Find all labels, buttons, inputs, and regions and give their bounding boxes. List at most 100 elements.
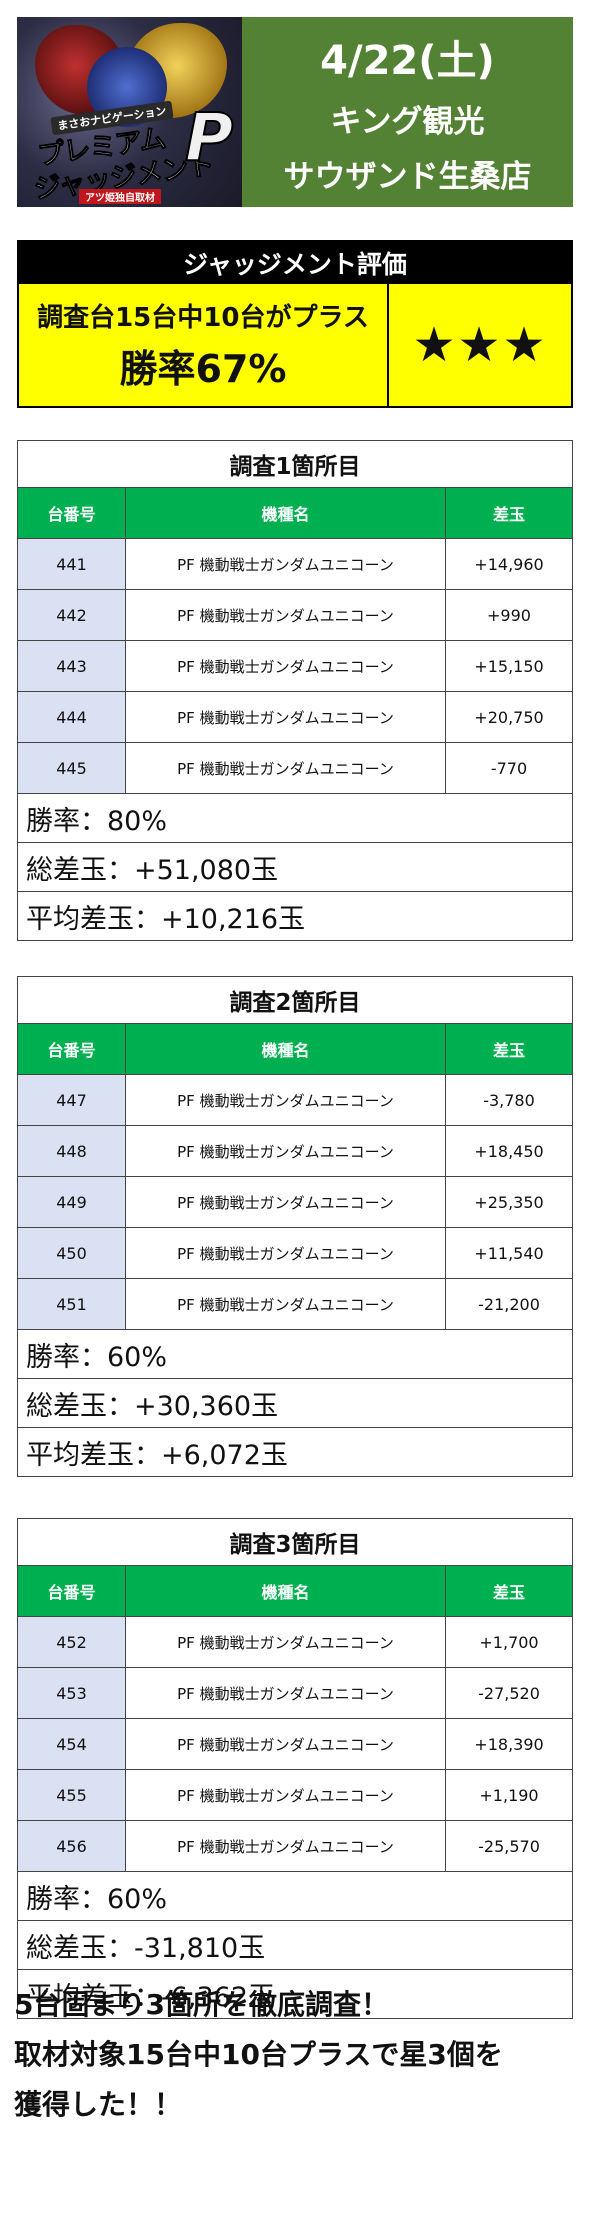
judgement-summary-text: 調査台15台中10台がプラス: [37, 303, 369, 333]
total-diff: 総差玉：-31,810玉: [18, 1921, 572, 1970]
logo-big-letter: P: [184, 98, 234, 177]
survey-title: 調査3箇所目: [18, 1519, 572, 1566]
average-diff: 平均差玉：+6,072玉: [26, 1439, 288, 1471]
survey-title: 調査1箇所目: [18, 441, 572, 488]
table-row: 447 PF 機動戦士ガンダムユニコーン -3,780: [18, 1075, 572, 1126]
diff-cell: +15,150: [474, 656, 544, 676]
premium-judgement-logo: まさおナビゲーション プレミアム ジャッジメント P アツ姫独自取材: [17, 17, 242, 207]
machine-no-cell: 456: [18, 1821, 126, 1871]
logo-tag: アツ姫独自取材: [79, 189, 161, 204]
model-cell: PF 機動戦士ガンダムユニコーン: [126, 1617, 446, 1667]
machine-no-cell: 451: [18, 1279, 126, 1329]
machine-no-cell: 443: [18, 641, 126, 691]
model-cell: PF 機動戦士ガンダムユニコーン: [126, 1177, 446, 1227]
diff-cell: -770: [490, 758, 528, 778]
footer-line1: 5台固まり3箇所を徹底調査！: [14, 1988, 389, 2021]
col-model: 機種名: [126, 1024, 446, 1074]
judgement-panel: ジャッジメント評価 調査台15台中10台がプラス 勝率67% ★★★: [17, 240, 573, 408]
store-name-line2: サウザンド生桑店: [283, 159, 532, 195]
event-date: 4/22(土): [320, 38, 495, 84]
machine-no-cell: 453: [18, 1668, 126, 1718]
diff-cell: -25,570: [478, 1836, 540, 1856]
machine-no-cell: 444: [18, 692, 126, 742]
footer-summary: 5台固まり3箇所を徹底調査！ 取材対象15台中10台プラスで星3個を 獲得した！…: [14, 1980, 586, 2130]
total-diff: 総差玉：+30,360玉: [18, 1379, 572, 1428]
machine-no-cell: 454: [18, 1719, 126, 1769]
average-diff: 平均差玉：-6,362玉: [26, 1981, 276, 2013]
table-row: 452 PF 機動戦士ガンダムユニコーン +1,700: [18, 1617, 572, 1668]
col-model: 機種名: [126, 1566, 446, 1616]
diff-cell: -27,520: [478, 1683, 540, 1703]
diff-cell: +14,960: [474, 554, 544, 574]
win-rate: 勝率：60%: [18, 1872, 572, 1921]
diff-cell: +990: [487, 605, 531, 625]
model-cell: PF 機動戦士ガンダムユニコーン: [126, 1821, 446, 1871]
machine-no-cell: 442: [18, 590, 126, 640]
store-name-line1: キング観光: [330, 104, 485, 140]
model-cell: PF 機動戦士ガンダムユニコーン: [126, 1126, 446, 1176]
footer-line2: 取材対象15台中10台プラスで星3個を: [14, 2038, 503, 2071]
table-row: 443 PF 機動戦士ガンダムユニコーン +15,150: [18, 641, 572, 692]
star-rating: ★★★: [412, 317, 548, 373]
model-cell: PF 機動戦士ガンダムユニコーン: [126, 590, 446, 640]
judgement-body: 調査台15台中10台がプラス 勝率67% ★★★: [19, 284, 571, 406]
model-cell: PF 機動戦士ガンダムユニコーン: [126, 692, 446, 742]
table-row: 445 PF 機動戦士ガンダムユニコーン -770: [18, 743, 572, 794]
table-row: 448 PF 機動戦士ガンダムユニコーン +18,450: [18, 1126, 572, 1177]
judgement-summary: 調査台15台中10台がプラス 勝率67%: [19, 284, 389, 406]
diff-cell: +1,700: [479, 1632, 539, 1652]
diff-cell: +18,390: [474, 1734, 544, 1754]
table-row: 453 PF 機動戦士ガンダムユニコーン -27,520: [18, 1668, 572, 1719]
table-row: 450 PF 機動戦士ガンダムユニコーン +11,540: [18, 1228, 572, 1279]
diff-cell: +11,540: [474, 1243, 544, 1263]
average-diff: 平均差玉：+10,216玉: [26, 903, 306, 935]
win-rate: 勝率：60%: [18, 1330, 572, 1379]
col-machine-no: 台番号: [18, 1024, 126, 1074]
total-diff: 総差玉：+51,080玉: [18, 843, 572, 892]
machine-no-cell: 441: [18, 539, 126, 589]
machine-no-cell: 452: [18, 1617, 126, 1667]
machine-no-cell: 448: [18, 1126, 126, 1176]
judgement-win-rate: 勝率67%: [119, 347, 287, 391]
model-cell: PF 機動戦士ガンダムユニコーン: [126, 641, 446, 691]
col-diff: 差玉: [492, 1583, 525, 1602]
diff-cell: +18,450: [474, 1141, 544, 1161]
model-cell: PF 機動戦士ガンダムユニコーン: [126, 1770, 446, 1820]
machine-no-cell: 450: [18, 1228, 126, 1278]
survey-title: 調査2箇所目: [18, 977, 572, 1024]
diff-cell: -21,200: [478, 1294, 540, 1314]
table-row: 444 PF 機動戦士ガンダムユニコーン +20,750: [18, 692, 572, 743]
model-cell: PF 機動戦士ガンダムユニコーン: [126, 539, 446, 589]
col-diff: 差玉: [492, 505, 525, 524]
machine-no-cell: 449: [18, 1177, 126, 1227]
col-diff: 差玉: [492, 1041, 525, 1060]
survey-section-2: 調査2箇所目 台番号 機種名 差玉 447 PF 機動戦士ガンダムユニコーン -…: [17, 976, 573, 1477]
diff-cell: +25,350: [474, 1192, 544, 1212]
win-rate: 勝率：80%: [18, 794, 572, 843]
model-cell: PF 機動戦士ガンダムユニコーン: [126, 1668, 446, 1718]
table-row: 454 PF 機動戦士ガンダムユニコーン +18,390: [18, 1719, 572, 1770]
machine-no-cell: 445: [18, 743, 126, 793]
table-row: 442 PF 機動戦士ガンダムユニコーン +990: [18, 590, 572, 641]
model-cell: PF 機動戦士ガンダムユニコーン: [126, 1279, 446, 1329]
table-row: 456 PF 機動戦士ガンダムユニコーン -25,570: [18, 1821, 572, 1872]
col-model: 機種名: [126, 488, 446, 538]
survey-section-3: 調査3箇所目 台番号 機種名 差玉 452 PF 機動戦士ガンダムユニコーン +…: [17, 1518, 573, 2019]
diff-cell: -3,780: [483, 1090, 535, 1110]
judgement-title: ジャッジメント評価: [19, 242, 571, 284]
diff-cell: +20,750: [474, 707, 544, 727]
machine-no-cell: 447: [18, 1075, 126, 1125]
model-cell: PF 機動戦士ガンダムユニコーン: [126, 1228, 446, 1278]
model-cell: PF 機動戦士ガンダムユニコーン: [126, 1719, 446, 1769]
survey-section-1: 調査1箇所目 台番号 機種名 差玉 441 PF 機動戦士ガンダムユニコーン +…: [17, 440, 573, 941]
table-header: 台番号 機種名 差玉: [18, 1024, 572, 1075]
table-header: 台番号 機種名 差玉: [18, 1566, 572, 1617]
diff-cell: +1,190: [479, 1785, 539, 1805]
col-machine-no: 台番号: [18, 488, 126, 538]
model-cell: PF 機動戦士ガンダムユニコーン: [126, 1075, 446, 1125]
col-machine-no: 台番号: [18, 1566, 126, 1616]
model-cell: PF 機動戦士ガンダムユニコーン: [126, 743, 446, 793]
table-header: 台番号 機種名 差玉: [18, 488, 572, 539]
table-row: 455 PF 機動戦士ガンダムユニコーン +1,190: [18, 1770, 572, 1821]
table-row: 451 PF 機動戦士ガンダムユニコーン -21,200: [18, 1279, 572, 1330]
